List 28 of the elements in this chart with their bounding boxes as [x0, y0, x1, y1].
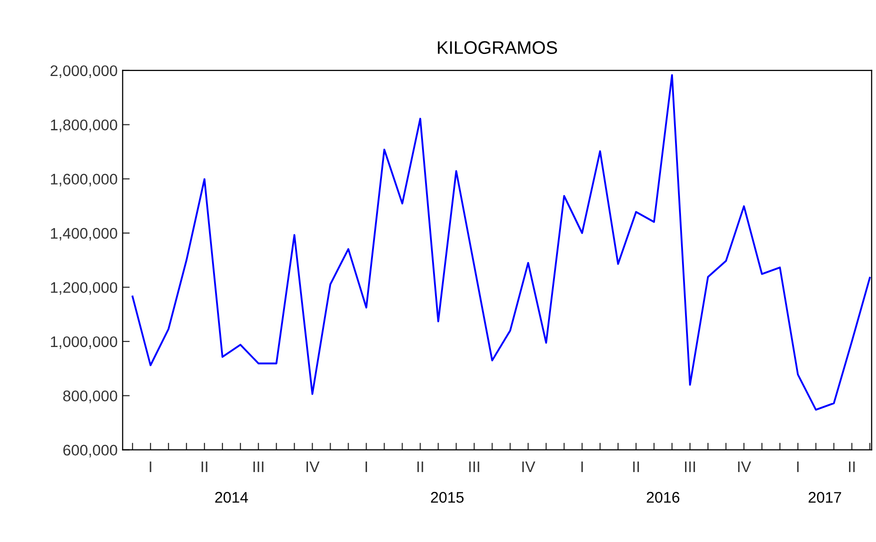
y-tick-label: 1,000,000 [50, 336, 118, 349]
y-tick-label: 1,800,000 [50, 120, 118, 132]
x-tick-label: I [797, 462, 799, 472]
text: 2015 [431, 492, 464, 503]
x-tick-label: II [633, 462, 639, 472]
text: 2017 [808, 492, 842, 503]
x-tick-label: II [417, 462, 424, 472]
text: 2014 [215, 492, 248, 503]
text: 2016 [646, 492, 680, 503]
x-tick-label: II [849, 462, 855, 472]
x-tick-label: I [366, 462, 368, 472]
y-tick-label: 1,400,000 [50, 228, 118, 241]
x-tick-label: III [469, 462, 480, 472]
x-tick-label: I [150, 462, 152, 472]
line-series [132, 74, 871, 411]
y-tick-label: 800,000 [63, 390, 118, 404]
y-tick-label: 1,600,000 [50, 174, 118, 186]
y-tick-label: 1,200,000 [50, 282, 118, 295]
x-tick-label: III [253, 462, 264, 472]
x-tick-label: IV [306, 462, 320, 472]
x-tick-label: I [581, 462, 583, 472]
y-tick-label: 600,000 [63, 444, 118, 458]
x-tick-label: IV [522, 462, 536, 472]
x-tick-label: II [202, 462, 208, 472]
x-tick-label: III [685, 462, 695, 472]
y-tick-label: 2,000,000 [50, 65, 118, 78]
x-tick-label: IV [738, 462, 752, 472]
chart-title: KILOGRAMOS [438, 41, 557, 54]
